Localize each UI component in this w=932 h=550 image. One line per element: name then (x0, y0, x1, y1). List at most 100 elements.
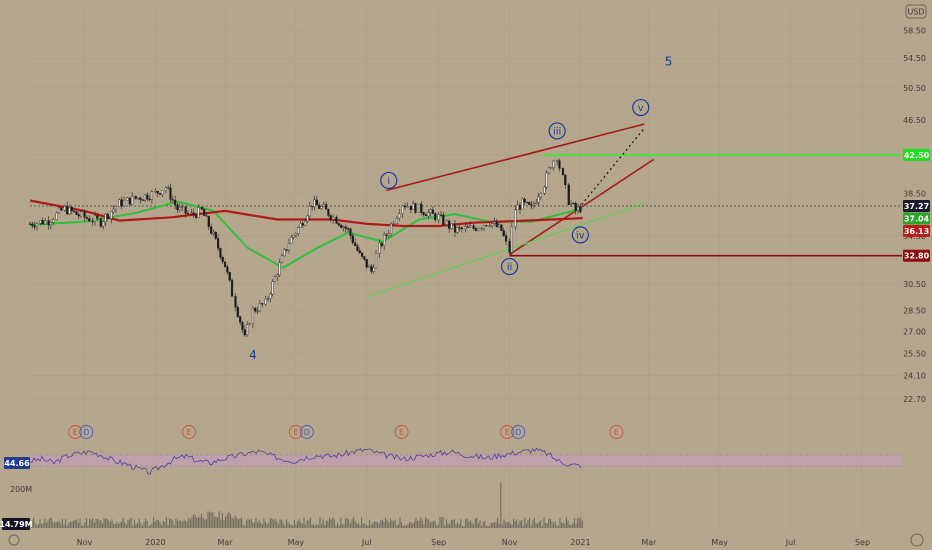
candle-body (525, 201, 529, 204)
candle-body (434, 213, 437, 221)
badge-bg (903, 249, 930, 262)
time-tick-label: Nov (77, 538, 93, 547)
rsi-value-badge: 44.66 (4, 457, 30, 469)
candle-body (93, 215, 97, 222)
grid-lines (30, 8, 902, 530)
time-tick-label: 2020 (145, 538, 165, 547)
dividend-icon (79, 425, 94, 439)
candle-body (458, 227, 461, 229)
candle-body (96, 215, 99, 219)
candle-body (564, 174, 567, 185)
candle-body (552, 160, 555, 169)
candle-body (294, 233, 297, 236)
candle-body (488, 225, 491, 227)
candle-body (324, 204, 328, 210)
candle-body (276, 274, 279, 277)
candle-body (472, 225, 475, 229)
badge-bg (4, 457, 30, 469)
candle-body (278, 262, 281, 276)
candle-body (112, 208, 115, 213)
earnings-marker-label: E (614, 428, 619, 437)
candle-body (190, 212, 193, 214)
candle-body (561, 168, 565, 176)
candle-body (340, 224, 343, 228)
price-tick-label: 28.50 (903, 306, 926, 315)
candle-body (241, 322, 244, 330)
candle-body (572, 202, 575, 205)
time-tick-label: Sep (855, 538, 870, 547)
candle-body (114, 206, 118, 210)
candle-body (518, 204, 522, 210)
candle-body (480, 227, 483, 230)
candle-body (287, 243, 291, 251)
time-axis[interactable]: Nov 2020 Mar May Jul Sep Nov 2021 Mar May Jul Sep (77, 538, 870, 547)
candle-body (414, 203, 417, 213)
candle-body (395, 217, 399, 224)
candle-body (485, 225, 488, 227)
price-tick-label: 25.50 (903, 350, 926, 359)
candle-body (315, 199, 318, 206)
candle-body (283, 249, 286, 256)
candle-body (79, 211, 83, 217)
candle-body (143, 194, 147, 201)
candle-body (424, 214, 428, 217)
candle-body (258, 303, 262, 312)
earnings-marker-label: D (83, 428, 89, 437)
candle-body (200, 207, 203, 210)
dividend-icon (511, 425, 526, 439)
candle-body (453, 223, 457, 233)
candle-body (297, 227, 300, 234)
candle-body (126, 197, 129, 201)
candle-body (47, 220, 50, 226)
candle-body (363, 256, 366, 260)
time-tick-label: Nov (502, 538, 518, 547)
candle-body (212, 231, 215, 234)
candle-body (474, 228, 477, 231)
dividend-icon (299, 425, 314, 439)
candle-body (256, 310, 259, 312)
ma-slow-red-line (29, 199, 583, 228)
candle-body (271, 281, 274, 295)
candle-body (178, 207, 181, 210)
candle-body (292, 235, 295, 238)
candle-body (66, 205, 69, 215)
candle-body (83, 211, 86, 218)
rsi-pane (29, 447, 902, 475)
time-tick-label: Mar (641, 538, 657, 547)
candle-body (70, 207, 73, 212)
currency-badge[interactable]: USD (905, 4, 927, 19)
candle-body (285, 249, 288, 251)
candle-body (217, 238, 220, 249)
price-tick-label: 58.50 (903, 27, 926, 36)
price-tick-label: 22.70 (903, 395, 926, 404)
candle-body (383, 234, 386, 246)
candle-body (409, 206, 412, 210)
earnings-icon (394, 425, 409, 439)
candle-body (466, 226, 469, 228)
settings-icon[interactable] (8, 534, 20, 546)
time-tick-label: Mar (218, 538, 234, 547)
ma-fast-green-line (29, 200, 583, 269)
candle-body (236, 307, 239, 317)
candle-body (91, 221, 94, 223)
candle-body (378, 242, 381, 254)
candle-body (358, 250, 361, 254)
currency-label: USD (907, 8, 924, 17)
settings-icon-right[interactable] (910, 533, 924, 547)
earnings-marker-label: E (505, 428, 510, 437)
price-badges: 42.50 37.27 37.04 36.13 32.80 44.66 14.79M (0, 148, 930, 530)
time-tick-label: 2021 (570, 538, 590, 547)
volume-axis-label: 200M (10, 485, 32, 494)
candle-body (248, 323, 251, 325)
candle-body (335, 216, 338, 224)
candle-body (412, 203, 415, 210)
trendline-projection (581, 127, 645, 206)
candle-body (351, 235, 354, 243)
wave-label-circle (548, 122, 566, 140)
candle-body (156, 191, 159, 194)
badge-value: 32.80 (904, 252, 930, 261)
candle-body (422, 212, 425, 215)
